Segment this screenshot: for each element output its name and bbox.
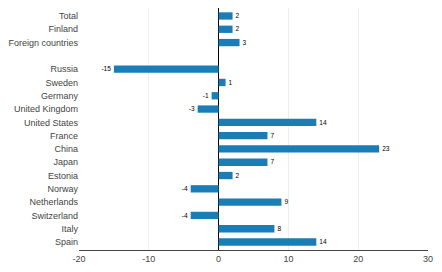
svg-text:7: 7 bbox=[270, 158, 274, 165]
svg-text:-20: -20 bbox=[72, 254, 85, 264]
svg-text:-10: -10 bbox=[142, 254, 155, 264]
svg-text:14: 14 bbox=[319, 238, 327, 245]
svg-text:9: 9 bbox=[284, 198, 288, 205]
svg-text:-4: -4 bbox=[182, 212, 188, 219]
svg-text:Netherlands: Netherlands bbox=[29, 197, 78, 207]
svg-text:Sweden: Sweden bbox=[45, 78, 78, 88]
svg-text:30: 30 bbox=[423, 254, 433, 264]
svg-text:-15: -15 bbox=[101, 65, 111, 72]
svg-text:1: 1 bbox=[229, 79, 233, 86]
svg-text:Germany: Germany bbox=[41, 91, 79, 101]
svg-text:Foreign countries: Foreign countries bbox=[8, 38, 78, 48]
svg-text:China: China bbox=[54, 144, 78, 154]
svg-text:8: 8 bbox=[277, 225, 281, 232]
svg-text:Total: Total bbox=[59, 11, 78, 21]
svg-text:0: 0 bbox=[216, 254, 221, 264]
svg-text:7: 7 bbox=[270, 132, 274, 139]
svg-text:14: 14 bbox=[319, 119, 327, 126]
svg-text:3: 3 bbox=[243, 39, 247, 46]
svg-text:United States: United States bbox=[24, 118, 79, 128]
svg-text:Estonia: Estonia bbox=[48, 171, 78, 181]
svg-text:20: 20 bbox=[353, 254, 363, 264]
svg-text:Switzerland: Switzerland bbox=[31, 211, 78, 221]
svg-text:-1: -1 bbox=[203, 92, 209, 99]
svg-text:-3: -3 bbox=[189, 105, 195, 112]
svg-text:10: 10 bbox=[283, 254, 293, 264]
svg-text:Russia: Russia bbox=[50, 64, 78, 74]
svg-text:Norway: Norway bbox=[47, 184, 78, 194]
svg-text:Japan: Japan bbox=[53, 157, 78, 167]
svg-text:Italy: Italy bbox=[61, 224, 78, 234]
svg-text:United Kingdom: United Kingdom bbox=[14, 104, 78, 114]
svg-text:2: 2 bbox=[236, 12, 240, 19]
svg-text:2: 2 bbox=[236, 25, 240, 32]
svg-text:Finland: Finland bbox=[48, 24, 78, 34]
svg-text:-4: -4 bbox=[182, 185, 188, 192]
svg-text:23: 23 bbox=[382, 145, 390, 152]
svg-text:Spain: Spain bbox=[55, 237, 78, 247]
svg-text:France: France bbox=[50, 131, 78, 141]
svg-text:2: 2 bbox=[236, 172, 240, 179]
